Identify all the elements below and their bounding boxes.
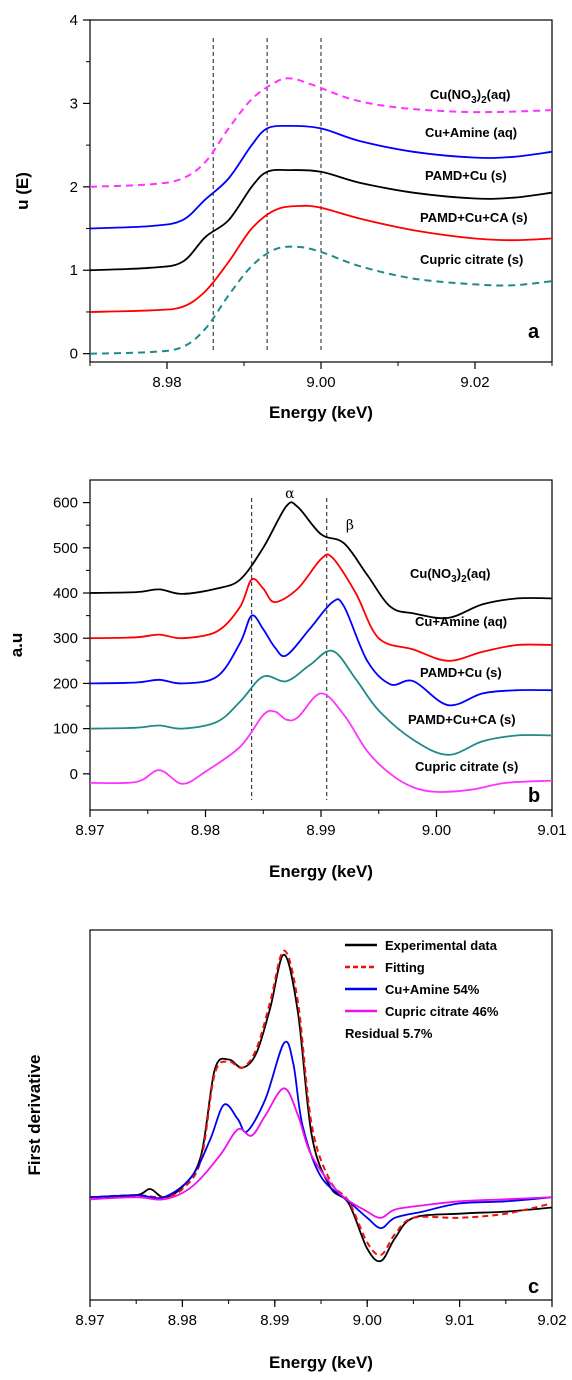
series-cupric-citrate-46 bbox=[89, 1087, 553, 1219]
y-tick-label: 0 bbox=[70, 766, 78, 783]
x-tick-label: 9.02 bbox=[537, 1312, 566, 1329]
x-tick-label: 8.97 bbox=[75, 1312, 104, 1329]
series-label-pamd-cu-s: PAMD+Cu (s) bbox=[425, 168, 507, 183]
panel-letter: a bbox=[528, 321, 540, 343]
series-cupric-citrate-s bbox=[89, 692, 553, 793]
series-cu-amine-54 bbox=[89, 1040, 553, 1230]
x-tick-label: 8.99 bbox=[260, 1312, 289, 1329]
series-pamd-cu-ca-s bbox=[89, 204, 553, 313]
y-tick-label: 2 bbox=[70, 179, 78, 196]
series-fitting bbox=[89, 949, 553, 1257]
y-tick-label: 1 bbox=[70, 262, 78, 279]
y-tick-label: 100 bbox=[53, 721, 78, 738]
y-tick-label: 4 bbox=[70, 12, 78, 29]
series-experimental-data bbox=[89, 953, 553, 1263]
series-label-cu-no3-2-aq: Cu(NO3)2(aq) bbox=[410, 566, 490, 585]
series-cu-amine-aq bbox=[89, 124, 553, 230]
x-tick-label: 8.97 bbox=[75, 822, 104, 839]
x-tick-label: 9.02 bbox=[460, 374, 489, 391]
peak-label: α bbox=[285, 486, 295, 502]
plot-frame bbox=[89, 929, 553, 1301]
y-axis-title: u (E) bbox=[13, 172, 32, 210]
x-tick-label: 9.00 bbox=[306, 374, 335, 391]
series-label-cu-amine-aq: Cu+Amine (aq) bbox=[425, 125, 517, 140]
series-label-pamd-cu-ca-s: PAMD+Cu+CA (s) bbox=[420, 210, 528, 225]
y-tick-label: 200 bbox=[53, 675, 78, 692]
peak-label: β bbox=[346, 518, 354, 534]
x-tick-label: 9.00 bbox=[353, 1312, 382, 1329]
series-label-pamd-cu-s: PAMD+Cu (s) bbox=[420, 665, 502, 680]
y-tick-label: 600 bbox=[53, 495, 78, 512]
y-tick-label: 300 bbox=[53, 630, 78, 647]
series-label-cu-amine-aq: Cu+Amine (aq) bbox=[415, 614, 507, 629]
panel-b-spectra: 8.97 8.98 8.99 9.00 9.01 0 100 200 300 400 500 600 C… bbox=[7, 479, 567, 881]
series-cu-amine-aq bbox=[89, 553, 553, 662]
series-label-cupric-citrate-s: Cupric citrate (s) bbox=[415, 759, 518, 774]
series-label-pamd-cu-ca-s: PAMD+Cu+CA (s) bbox=[408, 712, 516, 727]
series-cu-no3-2-aq bbox=[89, 501, 553, 620]
x-axis-title: Energy (keV) bbox=[269, 1353, 373, 1372]
y-tick-label: 400 bbox=[53, 585, 78, 602]
series-pamd-cu-s bbox=[89, 168, 553, 272]
x-tick-label: 9.00 bbox=[422, 822, 451, 839]
series-cupric-citrate-s bbox=[89, 245, 553, 355]
x-tick-label: 8.99 bbox=[306, 822, 335, 839]
x-tick-label: 9.01 bbox=[537, 822, 566, 839]
panel-c-first-derivative: 8.97 8.98 8.99 9.00 9.01 9.02 Experimental dat… bbox=[25, 929, 567, 1372]
series-cu-no3-2-aq bbox=[89, 77, 553, 188]
panel-a-xanes: 8.98 9.00 9.02 0 1 2 3 4 Cu(NO3)2(aq) Cu+Amine (a… bbox=[13, 12, 553, 422]
legend-label-cupric-citrate-46: Cupric citrate 46% bbox=[385, 1004, 499, 1019]
x-axis-title: Energy (keV) bbox=[269, 862, 373, 881]
y-axis-title: First derivative bbox=[25, 1055, 44, 1176]
x-tick-label: 8.98 bbox=[168, 1312, 197, 1329]
series-pamd-cu-s bbox=[89, 598, 553, 707]
x-axis-title: Energy (keV) bbox=[269, 403, 373, 422]
y-tick-label: 3 bbox=[70, 95, 78, 112]
x-tick-label: 9.01 bbox=[445, 1312, 474, 1329]
y-axis-title: a.u bbox=[7, 633, 26, 658]
x-tick-label: 8.98 bbox=[191, 822, 220, 839]
residual-annotation: Residual 5.7% bbox=[345, 1026, 433, 1041]
x-tick-label: 8.98 bbox=[152, 374, 181, 391]
legend-label-fitting: Fitting bbox=[385, 960, 425, 975]
panel-letter: b bbox=[528, 785, 540, 807]
legend-label-cu-amine-54: Cu+Amine 54% bbox=[385, 982, 480, 997]
legend-label-experimental-data: Experimental data bbox=[385, 938, 498, 953]
series-label-cu-no3-2-aq: Cu(NO3)2(aq) bbox=[430, 87, 510, 106]
panel-letter: c bbox=[528, 1276, 539, 1298]
y-tick-label: 0 bbox=[70, 346, 78, 363]
series-label-cupric-citrate-s: Cupric citrate (s) bbox=[420, 252, 523, 267]
series-pamd-cu-ca-s bbox=[89, 649, 553, 756]
y-tick-label: 500 bbox=[53, 540, 78, 557]
